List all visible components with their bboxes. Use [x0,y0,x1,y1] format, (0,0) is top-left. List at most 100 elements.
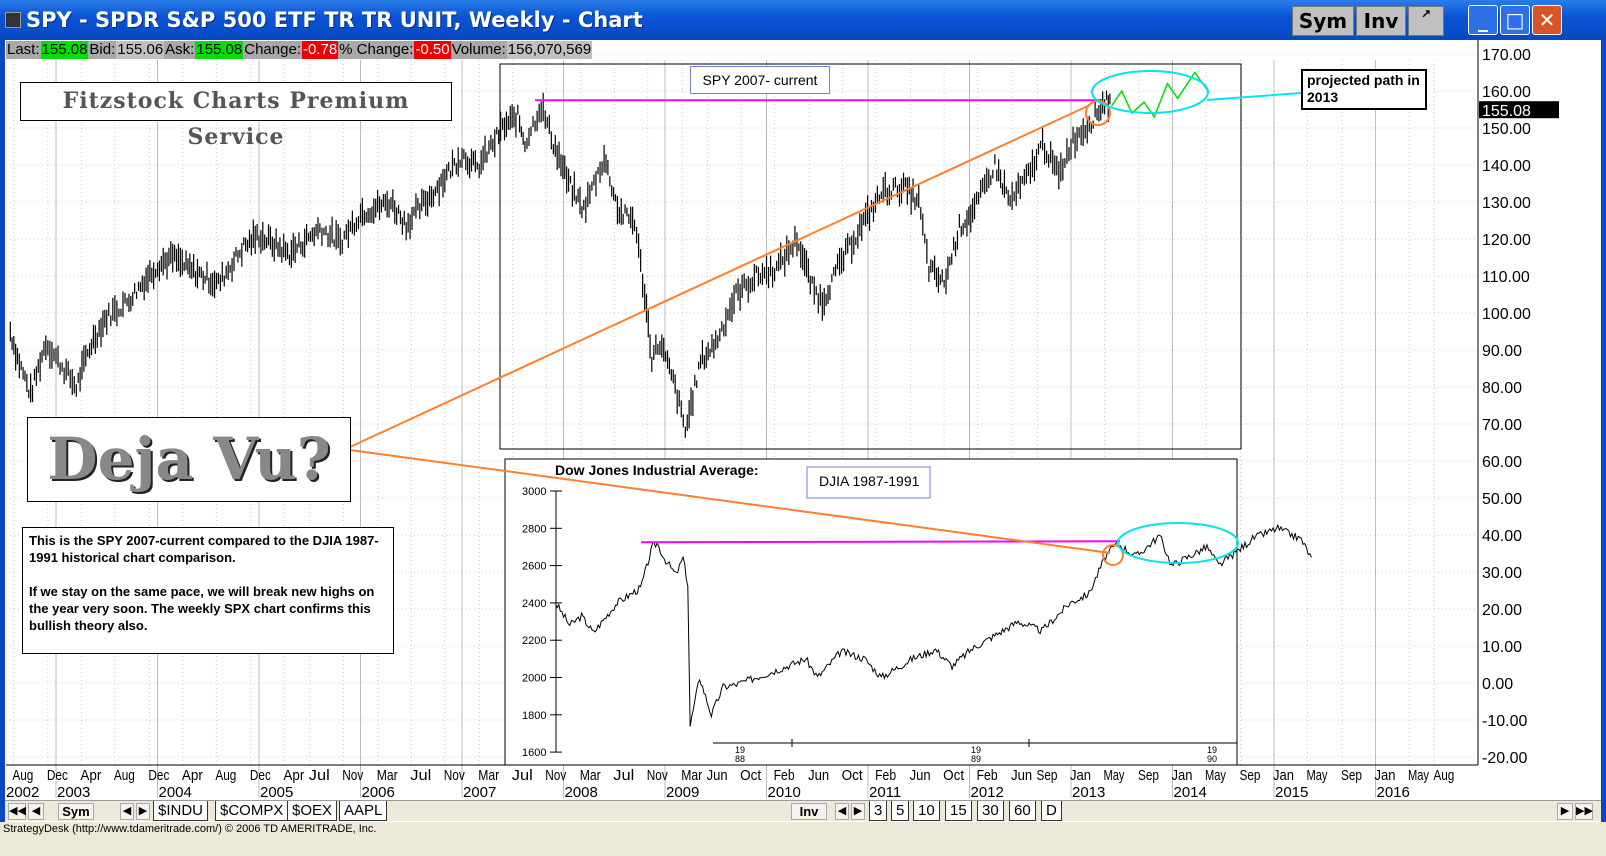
interval-tab-5[interactable]: 5 [891,801,910,821]
maximize-button[interactable]: □ [1500,5,1530,35]
projected-path-line [1110,71,1209,119]
x-month-label: Apr [283,767,304,784]
symbol-tab-oex[interactable]: $OEX [287,801,338,821]
x-year-label: 2010 [768,784,801,800]
x-month-label: Jul [613,767,634,784]
window-title: SPY - SPDR S&P 500 ETF TR TR UNIT, Weekl… [26,8,643,32]
y-tick-label: 10.00 [1482,639,1522,656]
logo-banner: Fitzstock Charts Premium Service [20,82,452,150]
y-tick-label: 100.00 [1482,306,1531,323]
djia-x-label-century: 19 [1207,745,1217,755]
x-month-label: Feb [977,767,998,784]
volume-value: 156,070,569 [506,41,593,59]
symbol-tab-aapl[interactable]: AAPL [339,801,388,821]
change-value: -0.78 [301,41,339,59]
djia-title: Dow Jones Industrial Average: [555,462,759,478]
inv-button[interactable]: Inv [1356,6,1406,36]
x-month-label: May [1103,767,1124,784]
djia-y-tick-label: 2000 [522,673,546,685]
x-month-label: Mar [478,767,499,784]
ask-value: 155.08 [195,41,244,59]
comment-text-1: This is the SPY 2007-current compared to… [29,533,379,565]
y-tick-label: 20.00 [1482,602,1522,619]
last-value: 155.08 [40,41,89,59]
interval-tab-15[interactable]: 15 [945,801,972,821]
x-month-label: Jan [1172,767,1193,784]
inv-prev-button[interactable]: ◀ [835,803,849,820]
next-button[interactable]: ▶ [1557,803,1573,820]
djia-y-tick-label: 2600 [522,561,546,573]
x-year-label: 2004 [159,784,192,800]
y-tick-label: -10.00 [1482,713,1527,730]
symbol-tab-compx[interactable]: $COMPX [215,801,289,821]
x-month-label: Sep [1037,767,1058,784]
change-label: Change: [243,41,302,59]
x-month-label: Nov [545,767,566,784]
deja-vu-banner: Deja Vu? [27,417,351,502]
pct-change-value: -0.50 [414,41,451,59]
x-month-label: Feb [774,767,795,784]
x-month-label: Aug [1433,767,1454,784]
inv-tab-button[interactable]: Inv [791,803,827,820]
x-month-label: Jun [707,767,728,784]
x-month-label: Nov [444,767,465,784]
x-month-label: Jan [1273,767,1294,784]
y-tick-label: 110.00 [1482,269,1530,286]
interval-tab-10[interactable]: 10 [913,801,940,821]
x-year-label: 2003 [57,784,90,800]
x-month-label: Apr [80,767,101,784]
last-button[interactable]: ▶▶ [1575,803,1593,820]
x-year-label: 2005 [260,784,293,800]
djia-y-tick-label: 2200 [522,635,546,647]
x-month-label: Jul [410,767,431,784]
x-year-label: 2011 [869,784,901,800]
interval-tab-3[interactable]: 3 [869,801,888,821]
projected-path-label: projected path in 2013 [1301,69,1427,110]
x-month-label: Mar [377,767,398,784]
y-tick-label: 120.00 [1482,232,1531,249]
ask-label: Ask: [164,41,196,59]
x-month-label: Dec [47,767,68,784]
sym-next-button[interactable]: ▶ [136,803,150,820]
x-month-label: Jun [808,767,829,784]
pct-change-label: % Change: [338,41,415,59]
x-month-label: May [1306,767,1327,784]
interval-tab-60[interactable]: 60 [1009,801,1036,821]
x-month-label: Sep [1341,767,1362,784]
comment-box: This is the SPY 2007-current compared to… [22,527,394,654]
sym-prev-button[interactable]: ◀ [120,803,134,820]
last-price-label: 155.08 [1482,103,1531,120]
x-month-label: May [1408,767,1429,784]
x-month-label: Mar [681,767,702,784]
y-tick-label: 80.00 [1482,380,1522,397]
symbol-tab-indu[interactable]: $INDU [153,801,209,821]
minimize-button[interactable]: _ [1468,5,1498,35]
djia-y-tick-label: 1600 [522,747,546,759]
y-tick-label: 150.00 [1482,121,1531,138]
bid-label: Bid: [88,41,117,59]
djia-x-label-century: 19 [971,745,981,755]
interval-tab-30[interactable]: 30 [977,801,1004,821]
x-month-label: Dec [148,767,169,784]
sym-button[interactable]: Sym [1292,6,1354,36]
sym-tab-button[interactable]: Sym [58,803,94,820]
x-year-label: 2014 [1174,784,1207,800]
x-month-label: Nov [342,767,363,784]
close-button[interactable]: ✕ [1532,5,1562,35]
trend-line [349,104,1091,448]
inv-next-button[interactable]: ▶ [851,803,865,820]
interval-tab-d[interactable]: D [1041,801,1062,821]
title-bar: SPY - SPDR S&P 500 ETF TR TR UNIT, Weekl… [0,0,1606,40]
djia-y-tick-label: 2800 [522,523,546,535]
prev-button[interactable]: ◀ [28,803,44,820]
x-month-label: Mar [580,767,601,784]
popout-icon[interactable]: ↗ [1408,6,1444,36]
djia-breakout-circle [1102,544,1124,566]
djia-y-tick-label: 3000 [522,486,546,498]
x-month-label: Jun [1011,767,1032,784]
x-month-label: Jun [910,767,931,784]
first-button[interactable]: ◀◀ [8,803,26,820]
x-month-label: Apr [182,767,203,784]
projection-ellipse [1091,70,1209,114]
